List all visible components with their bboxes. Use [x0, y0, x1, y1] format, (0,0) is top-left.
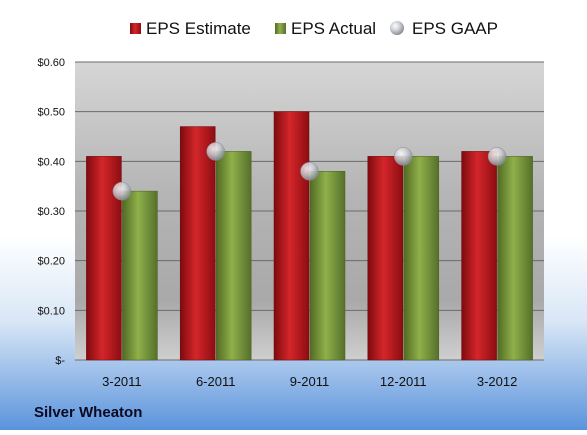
- marker-eps-gaap: [206, 142, 225, 161]
- y-tick-label: $0.40: [37, 156, 65, 168]
- x-axis: 3-2011 6-2011 9-2011 12-2011 3-2012: [102, 374, 517, 389]
- bar-eps-actual: [122, 190, 158, 361]
- gaap-markers: [112, 142, 507, 201]
- y-tick-label: $0.60: [37, 57, 65, 69]
- y-tick-label: $0.50: [37, 107, 65, 119]
- bar-eps-estimate: [461, 151, 497, 361]
- bars: [86, 111, 533, 361]
- x-tick-label: 6-2011: [196, 374, 236, 389]
- legend-label-estimate: EPS Estimate: [146, 19, 251, 38]
- legend-item-actual: EPS Actual: [275, 19, 376, 38]
- bar-eps-estimate: [179, 126, 216, 361]
- marker-eps-gaap: [300, 162, 319, 181]
- bar-eps-estimate: [367, 156, 404, 361]
- x-tick-label: 3-2012: [477, 374, 517, 389]
- marker-eps-gaap: [112, 181, 132, 201]
- legend-label-actual: EPS Actual: [291, 19, 376, 38]
- bar-eps-estimate: [273, 111, 310, 361]
- bar-eps-actual: [309, 171, 346, 361]
- y-tick-label: $0.20: [37, 256, 65, 268]
- bar-eps-actual: [215, 151, 252, 361]
- legend-item-estimate: EPS Estimate: [130, 19, 251, 38]
- y-tick-label: $0.10: [37, 305, 65, 317]
- legend-swatch-actual: [275, 23, 286, 34]
- x-tick-label: 9-2011: [290, 374, 330, 389]
- y-axis: $- $0.10 $0.20 $0.30 $0.40 $0.50 $0.60: [37, 57, 65, 367]
- bar-eps-actual: [497, 156, 533, 361]
- legend-label-gaap: EPS GAAP: [412, 19, 498, 38]
- y-tick-label: $-: [55, 355, 65, 367]
- marker-eps-gaap: [487, 147, 507, 166]
- legend-swatch-gaap: [390, 21, 404, 35]
- x-tick-label: 3-2011: [102, 374, 142, 389]
- x-tick-label: 12-2011: [380, 374, 427, 389]
- legend-swatch-estimate: [130, 23, 141, 34]
- bar-eps-actual: [403, 156, 440, 361]
- y-tick-label: $0.30: [37, 206, 65, 218]
- legend-item-gaap: EPS GAAP: [390, 19, 498, 38]
- company-label: Silver Wheaton: [34, 404, 142, 421]
- marker-eps-gaap: [394, 147, 413, 166]
- legend: EPS Estimate EPS Actual EPS GAAP: [130, 19, 498, 38]
